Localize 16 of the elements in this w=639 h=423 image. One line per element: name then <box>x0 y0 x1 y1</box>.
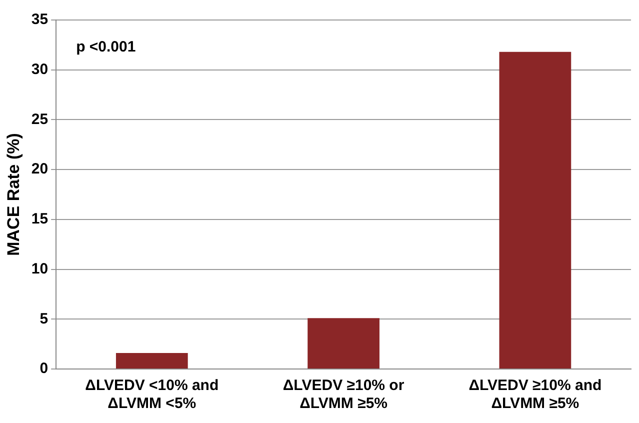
x-tick-label: ΔLVEDV <10% and ΔLVMM <5% <box>85 377 219 412</box>
x-tick-label: ΔLVEDV ≥10% or ΔLVMM ≥5% <box>282 377 404 412</box>
y-tick-label: 5 <box>40 310 48 328</box>
y-tick-label: 10 <box>31 260 48 278</box>
bar <box>116 353 188 368</box>
bar <box>499 52 572 368</box>
y-axis-title: MACE Rate (%) <box>4 133 23 256</box>
y-tick-label: 20 <box>31 160 48 178</box>
y-tick-label: 25 <box>31 110 48 128</box>
x-tick-label: ΔLVEDV ≥10% and ΔLVMM ≥5% <box>468 377 602 412</box>
y-tick-label: 30 <box>31 61 48 78</box>
annotation: p <0.001 <box>76 38 136 56</box>
bar <box>308 318 380 368</box>
y-tick-label: 15 <box>31 210 48 228</box>
y-tick-label: 35 <box>31 11 48 28</box>
y-tick-label: 0 <box>40 360 48 378</box>
